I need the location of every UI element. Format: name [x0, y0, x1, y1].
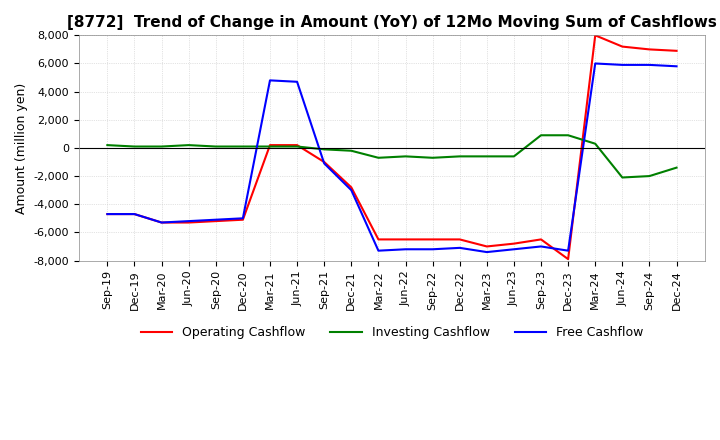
- Free Cashflow: [347, 187, 356, 193]
- Operating Cashflow: [293, 143, 302, 148]
- Free Cashflow: [536, 244, 545, 249]
- Investing Cashflow: [591, 141, 600, 147]
- Free Cashflow: [293, 79, 302, 84]
- Free Cashflow: [672, 64, 681, 69]
- Free Cashflow: [374, 248, 383, 253]
- Investing Cashflow: [672, 165, 681, 170]
- Investing Cashflow: [130, 144, 139, 149]
- Operating Cashflow: [618, 44, 626, 49]
- Operating Cashflow: [184, 220, 193, 225]
- Investing Cashflow: [510, 154, 518, 159]
- Investing Cashflow: [103, 143, 112, 148]
- Free Cashflow: [482, 249, 491, 255]
- Free Cashflow: [238, 216, 247, 221]
- Investing Cashflow: [266, 144, 274, 149]
- Investing Cashflow: [536, 132, 545, 138]
- Investing Cashflow: [428, 155, 437, 161]
- Free Cashflow: [103, 212, 112, 217]
- Free Cashflow: [591, 61, 600, 66]
- Free Cashflow: [645, 62, 654, 67]
- Operating Cashflow: [347, 185, 356, 190]
- Operating Cashflow: [564, 257, 572, 262]
- Operating Cashflow: [510, 241, 518, 246]
- Line: Operating Cashflow: Operating Cashflow: [107, 35, 677, 259]
- Investing Cashflow: [157, 144, 166, 149]
- Operating Cashflow: [157, 220, 166, 225]
- Free Cashflow: [130, 212, 139, 217]
- Free Cashflow: [564, 248, 572, 253]
- Investing Cashflow: [401, 154, 410, 159]
- Free Cashflow: [184, 219, 193, 224]
- Investing Cashflow: [184, 143, 193, 148]
- Free Cashflow: [401, 247, 410, 252]
- Investing Cashflow: [347, 148, 356, 154]
- Legend: Operating Cashflow, Investing Cashflow, Free Cashflow: Operating Cashflow, Investing Cashflow, …: [135, 321, 648, 345]
- Operating Cashflow: [536, 237, 545, 242]
- Investing Cashflow: [618, 175, 626, 180]
- Investing Cashflow: [293, 144, 302, 149]
- Operating Cashflow: [591, 33, 600, 38]
- Free Cashflow: [455, 245, 464, 250]
- Operating Cashflow: [482, 244, 491, 249]
- Operating Cashflow: [455, 237, 464, 242]
- Operating Cashflow: [266, 143, 274, 148]
- Investing Cashflow: [238, 144, 247, 149]
- Operating Cashflow: [130, 212, 139, 217]
- Investing Cashflow: [212, 144, 220, 149]
- Operating Cashflow: [374, 237, 383, 242]
- Free Cashflow: [428, 247, 437, 252]
- Investing Cashflow: [564, 132, 572, 138]
- Free Cashflow: [320, 161, 328, 166]
- Free Cashflow: [212, 217, 220, 222]
- Operating Cashflow: [401, 237, 410, 242]
- Operating Cashflow: [238, 217, 247, 222]
- Free Cashflow: [618, 62, 626, 67]
- Operating Cashflow: [212, 219, 220, 224]
- Operating Cashflow: [103, 212, 112, 217]
- Investing Cashflow: [320, 147, 328, 152]
- Investing Cashflow: [374, 155, 383, 161]
- Free Cashflow: [266, 78, 274, 83]
- Y-axis label: Amount (million yen): Amount (million yen): [15, 82, 28, 213]
- Free Cashflow: [510, 247, 518, 252]
- Free Cashflow: [157, 220, 166, 225]
- Investing Cashflow: [455, 154, 464, 159]
- Title: [8772]  Trend of Change in Amount (YoY) of 12Mo Moving Sum of Cashflows: [8772] Trend of Change in Amount (YoY) o…: [67, 15, 717, 30]
- Investing Cashflow: [482, 154, 491, 159]
- Operating Cashflow: [428, 237, 437, 242]
- Line: Free Cashflow: Free Cashflow: [107, 63, 677, 252]
- Line: Investing Cashflow: Investing Cashflow: [107, 135, 677, 177]
- Operating Cashflow: [672, 48, 681, 53]
- Operating Cashflow: [320, 159, 328, 165]
- Operating Cashflow: [645, 47, 654, 52]
- Investing Cashflow: [645, 173, 654, 179]
